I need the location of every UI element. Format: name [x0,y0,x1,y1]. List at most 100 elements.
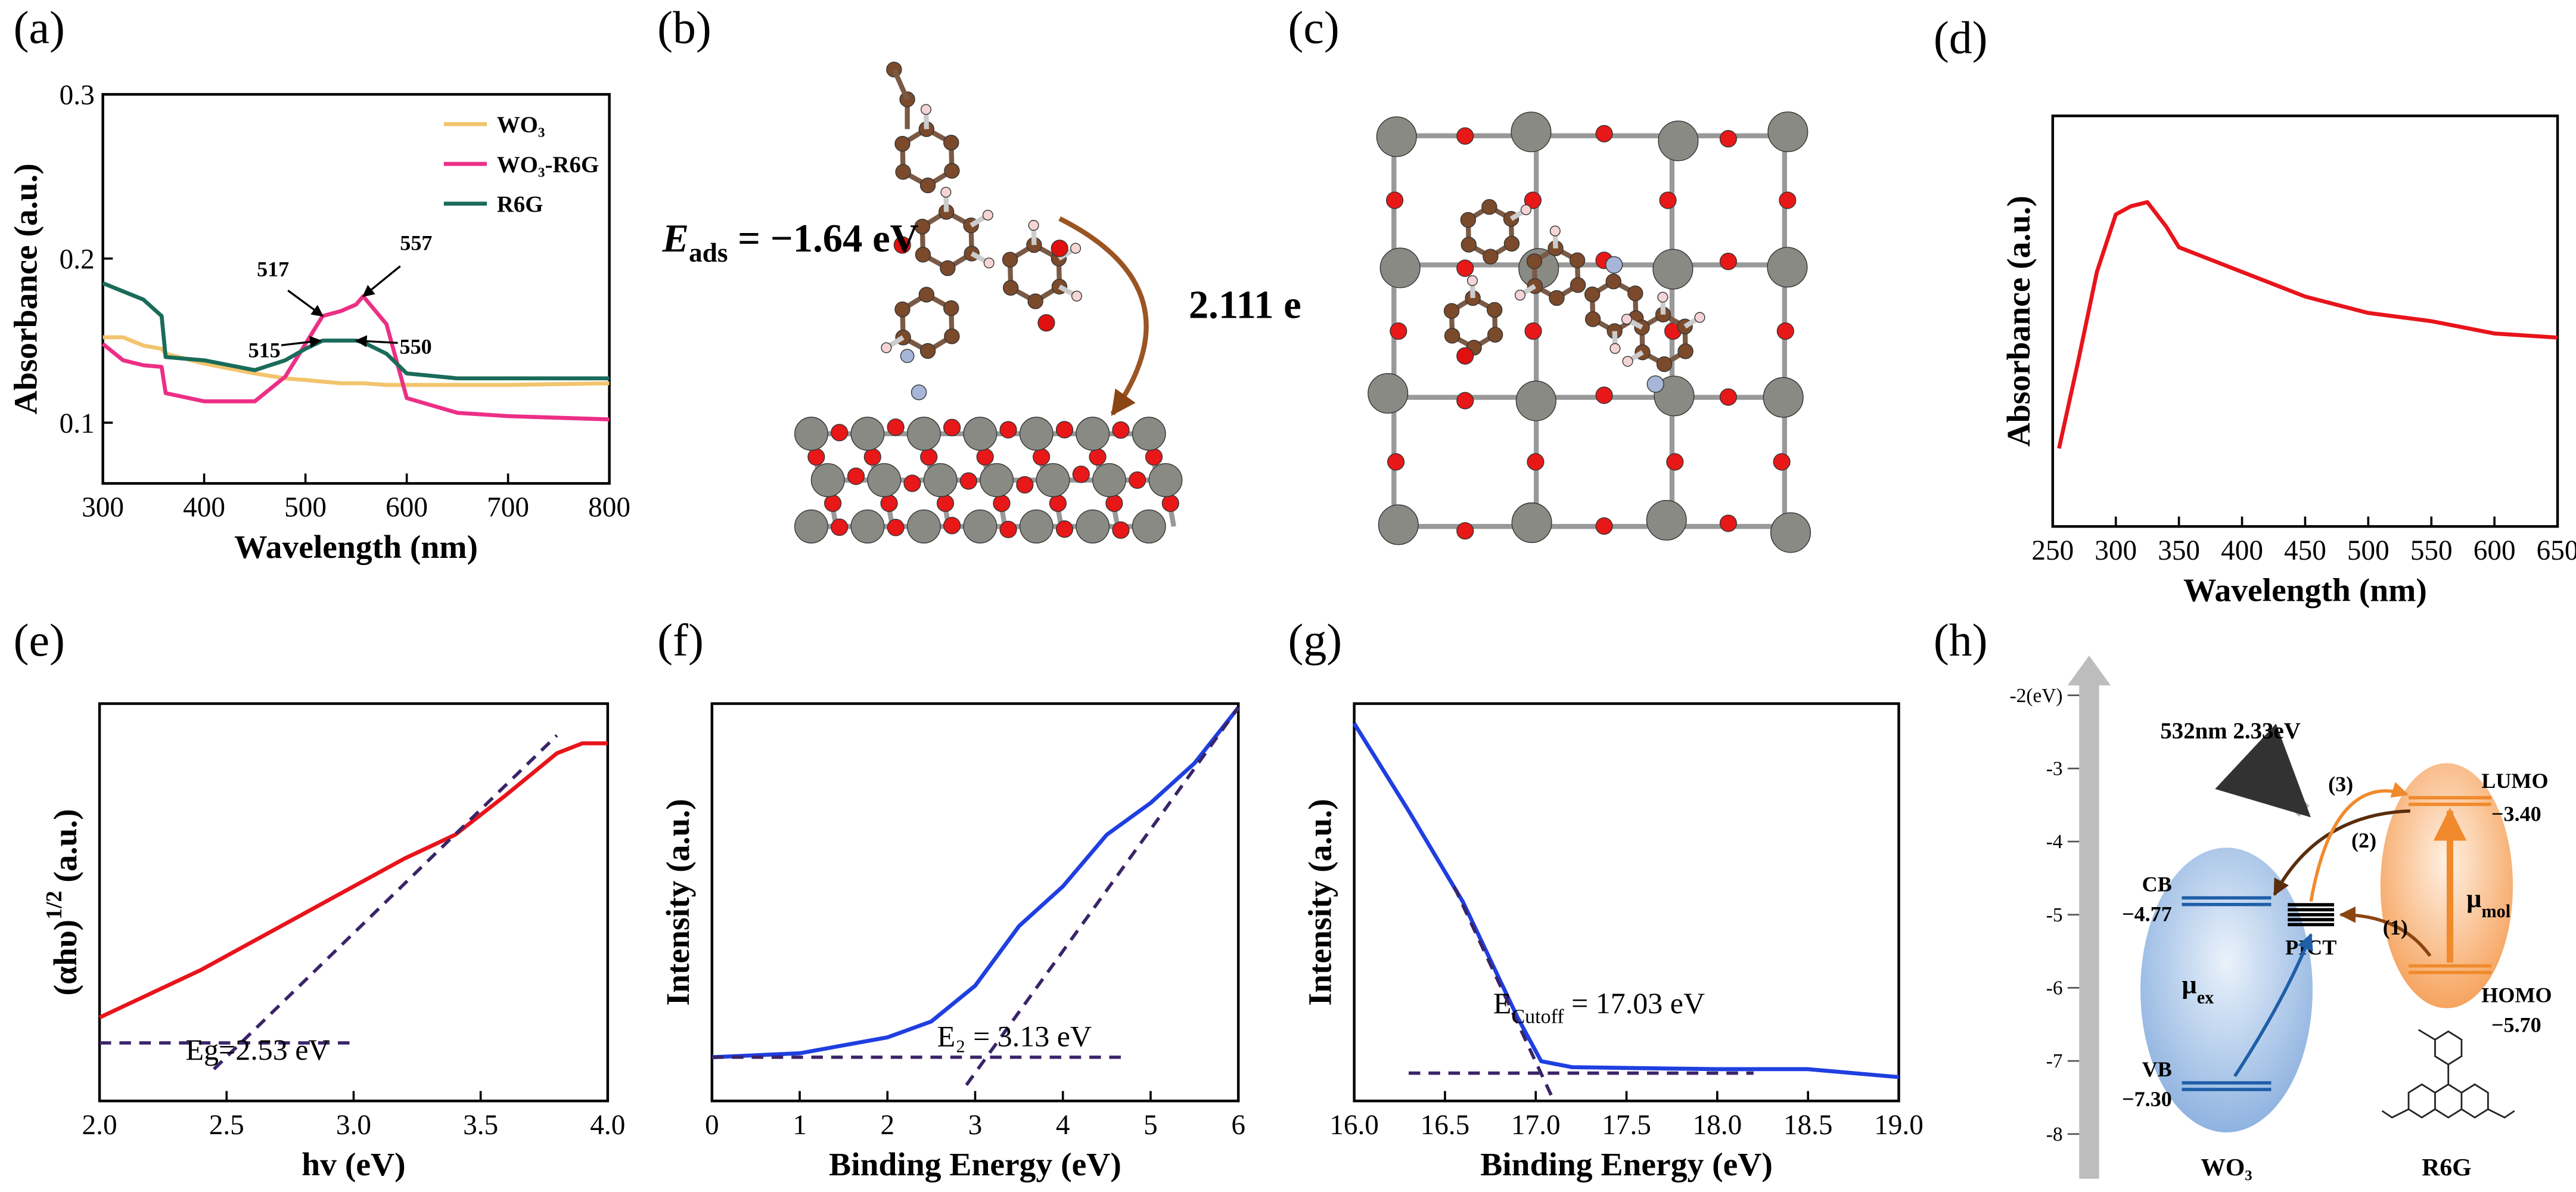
x-tick-label: 2.5 [209,1110,244,1141]
x-axis-label: Binding Energy (eV) [829,1146,1121,1183]
x-tick-label: 400 [2221,535,2263,566]
y-tick-label: 0.3 [60,80,95,111]
panel-label: (b) [657,2,711,53]
peak-arrow [362,265,401,297]
x-axis-label: Wavelength (nm) [234,529,478,566]
plot-frame [1353,702,1900,1103]
atom [1776,322,1794,340]
atom [1456,347,1474,365]
atom [1019,509,1054,544]
x-tick-label: 18.0 [1693,1110,1742,1141]
atom [1622,356,1633,367]
atom [1145,448,1163,466]
legend-label: WO₃ [497,112,545,138]
adsorption-energy: Eads = −1.64 eV [662,217,919,268]
x-tick-label: 17.0 [1511,1110,1561,1141]
atom [1055,520,1074,538]
atom [1524,322,1542,340]
panel-label: (f) [657,614,704,666]
atom [1486,302,1503,318]
y-axis-label: Absorbance (a.u.) [8,163,45,414]
atom [1456,127,1474,145]
atom [1773,453,1791,471]
atom [1767,247,1808,288]
x-tick-label: 16.0 [1329,1110,1379,1141]
atom [1390,322,1407,340]
atom [944,328,960,344]
atom [794,509,828,544]
atom [1659,191,1677,209]
dipole-label-part: ex [2197,987,2214,1007]
atom [1658,120,1699,162]
level-name: LUMO [2481,769,2548,793]
x-tick-label: 3.5 [463,1110,498,1141]
x-tick-label: 2 [880,1110,894,1141]
plot-frame [101,93,611,485]
atom [920,448,938,466]
peak-arrow [355,335,398,347]
atom [1719,253,1737,271]
atom [1002,252,1018,268]
atom [1569,252,1586,268]
atom [1387,453,1405,471]
atom [1379,247,1421,288]
atom [1071,290,1082,302]
atom [1148,463,1183,498]
atom [983,257,995,269]
atom [919,177,936,194]
atom [1051,240,1068,257]
atom [944,163,960,179]
level-name: VB [2142,1057,2172,1081]
atom [963,417,998,451]
atom [993,494,1011,513]
atom [1016,476,1034,494]
atom [1019,417,1054,451]
x-tick-label: 400 [183,492,225,523]
data-line [101,294,610,422]
atom [911,384,927,401]
atom [1646,499,1687,541]
atom [807,448,825,466]
atom [1456,259,1474,277]
dipole-label-part: mol [2481,901,2510,921]
atom [1584,311,1601,327]
atom [810,463,845,498]
charge-transfer: 2.111 e [1189,283,1301,327]
atom [1657,291,1668,303]
y-tick-label: -5 [2046,904,2063,926]
atom [863,448,881,466]
energy-level [2409,796,2491,806]
atom [1132,417,1166,451]
x-tick-label: 300 [2095,535,2137,566]
charge-arrow [1058,216,1149,416]
atom [940,187,952,198]
atom [1524,191,1542,209]
atom [887,519,905,536]
atom [1129,471,1146,489]
data-line [102,335,610,387]
x-tick-label: 5 [1143,1110,1158,1141]
atom [887,418,905,436]
plot-frame [98,702,610,1103]
y-axis-label-part: (a.u.) [47,809,84,882]
x-tick-label: 6 [1231,1110,1245,1141]
atom [893,236,911,254]
atom [1503,235,1520,252]
transfer-3 [2309,782,2409,902]
atom [982,209,993,221]
atom [1112,521,1130,539]
atom [999,421,1017,439]
x-tick-label: 600 [386,492,428,523]
y-axis-label-part: 1/2 [42,891,67,920]
level-value: −3.40 [2491,802,2541,825]
atom [831,518,849,536]
atom [1376,116,1417,157]
peak-label: 515 [248,338,281,362]
x-tick-label: 350 [2158,535,2200,566]
atom [1456,522,1474,540]
material-label: WO₃ [2201,1154,2252,1181]
atom [1105,494,1123,513]
annotation: Eg=2.53 eV [185,1033,330,1066]
panel-label: (a) [14,2,65,53]
step-label: (1) [2383,915,2408,939]
